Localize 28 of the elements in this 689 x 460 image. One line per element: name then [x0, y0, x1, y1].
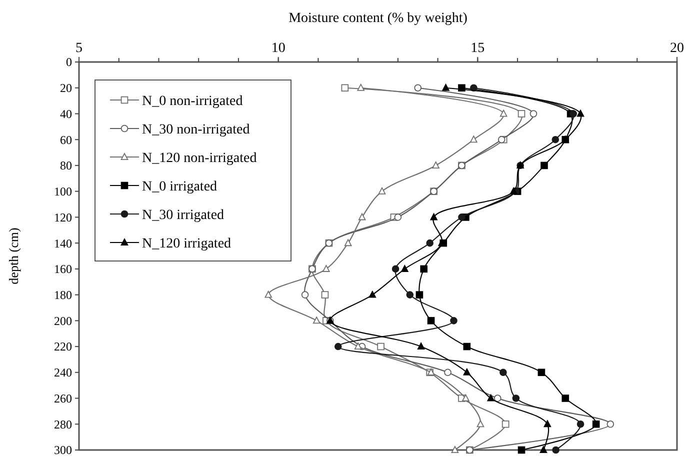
- y-tick-label: 180: [54, 288, 72, 302]
- y-tick-label: 120: [54, 210, 72, 224]
- x-tick-label: 10: [271, 41, 286, 56]
- legend-label: N_120 irrigated: [142, 236, 232, 252]
- y-tick-label: 40: [60, 106, 72, 121]
- legend-label: N_30 irrigated: [142, 208, 224, 223]
- legend-label: N_0 non-irrigated: [142, 94, 243, 109]
- y-tick-label: 140: [54, 236, 72, 250]
- y-tick-label: 0: [66, 55, 72, 70]
- legend-label: N_30 non-irrigated: [142, 122, 250, 138]
- y-tick-label: 200: [54, 314, 72, 328]
- x-tick-label: 15: [470, 41, 485, 56]
- legend-label: N_0 irrigated: [142, 179, 218, 194]
- y-tick-label: 260: [54, 391, 72, 406]
- x-axis-title: Moisture content (% by weight): [288, 11, 468, 26]
- y-tick-label: 20: [60, 81, 72, 96]
- y-tick-label: 160: [54, 262, 72, 276]
- y-tick-label: 220: [54, 340, 72, 354]
- y-axis-title: depth (cm): [6, 228, 21, 284]
- y-tick-label: 80: [60, 158, 72, 173]
- y-tick-label: 60: [60, 132, 72, 147]
- y-tick-label: 280: [54, 417, 72, 432]
- legend-label: N_120 non-irrigated: [142, 150, 257, 166]
- x-tick-label: 5: [76, 41, 82, 56]
- y-tick-label: 300: [54, 443, 72, 458]
- y-tick-label: 240: [54, 366, 72, 380]
- x-tick-label: 20: [670, 41, 684, 56]
- y-tick-label: 100: [54, 184, 72, 199]
